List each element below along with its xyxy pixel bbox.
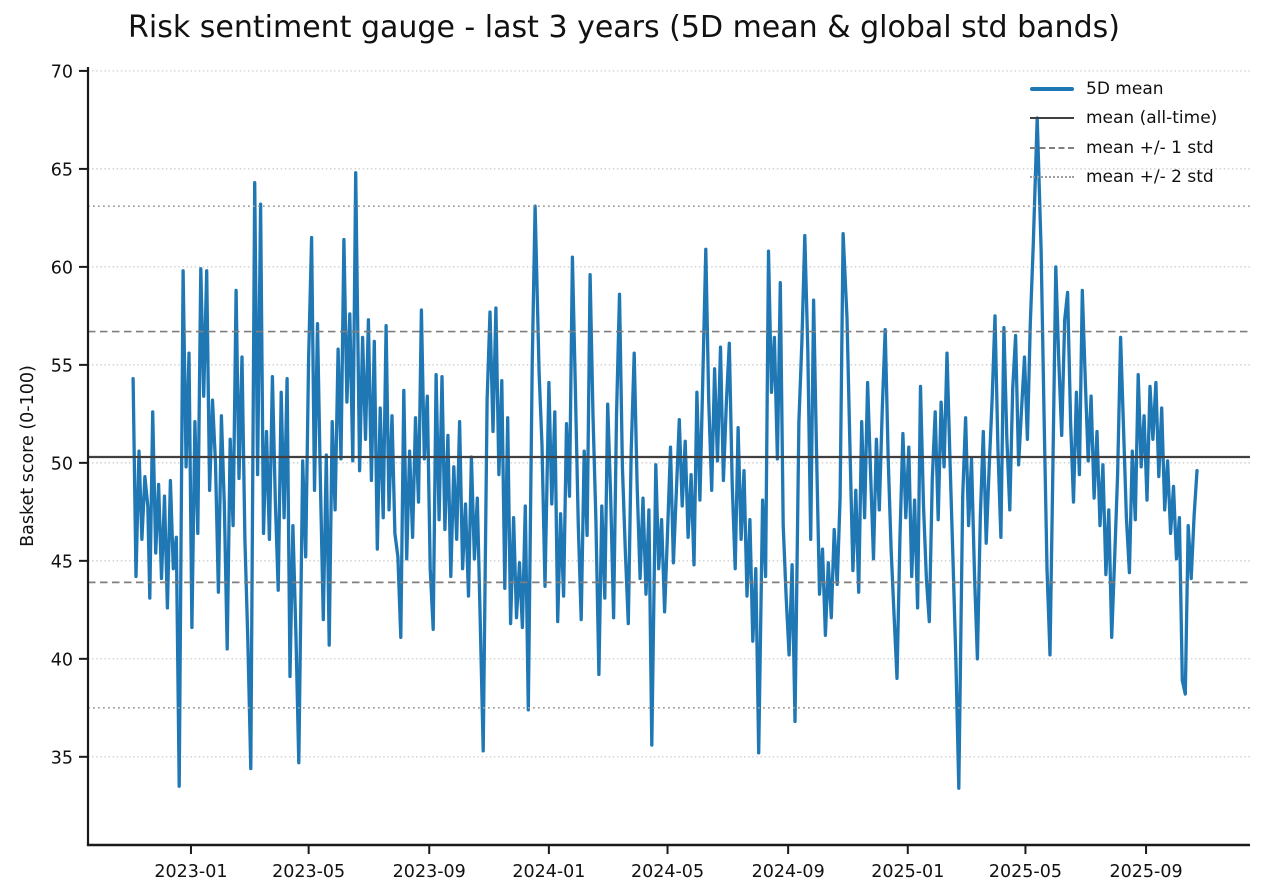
y-tick-label-70: 70 [51, 62, 73, 82]
legend-line-sample-mean [1030, 117, 1074, 120]
y-tick-label-55: 55 [51, 356, 73, 376]
legend-line-sample-2std [1030, 176, 1074, 179]
legend-line-sample-1std [1030, 146, 1074, 149]
chart-title: Risk sentiment gauge - last 3 years (5D … [128, 10, 1120, 45]
y-tick-label-50: 50 [51, 454, 73, 474]
legend-item: 5D mean [1030, 74, 1217, 104]
legend-item-label: mean +/- 2 std [1086, 167, 1214, 188]
x-tick-label-2025-01: 2025-01 [871, 862, 944, 882]
legend-item: mean (all-time) [1030, 104, 1217, 134]
legend-item-label: mean (all-time) [1086, 108, 1218, 129]
x-tick-label-2023-09: 2023-09 [393, 862, 466, 882]
series-line-5d-mean [131, 116, 1199, 790]
x-tick-label-2024-09: 2024-09 [752, 862, 825, 882]
legend-line-sample-5d-mean [1030, 86, 1074, 91]
x-tick-label-2024-05: 2024-05 [631, 862, 704, 882]
x-tick-label-2024-01: 2024-01 [512, 862, 585, 882]
y-tick-label-40: 40 [51, 650, 73, 670]
x-tick-label-2023-01: 2023-01 [154, 862, 227, 882]
legend-item-label: 5D mean [1086, 78, 1164, 99]
y-tick-label-35: 35 [51, 748, 73, 768]
legend-item: mean +/- 2 std [1030, 163, 1217, 193]
x-tick-label-2025-09: 2025-09 [1109, 862, 1182, 882]
legend: 5D mean mean (all-time) mean +/- 1 std m… [1030, 74, 1217, 192]
y-tick-label-45: 45 [51, 552, 73, 572]
y-tick-label-60: 60 [51, 258, 73, 278]
legend-item-label: mean +/- 1 std [1086, 137, 1214, 158]
y-tick-label-65: 65 [51, 160, 73, 180]
x-tick-label-2023-05: 2023-05 [272, 862, 345, 882]
legend-item: mean +/- 1 std [1030, 133, 1217, 163]
y-axis-label: Basket score (0-100) [18, 365, 38, 547]
x-tick-label-2025-05: 2025-05 [989, 862, 1062, 882]
